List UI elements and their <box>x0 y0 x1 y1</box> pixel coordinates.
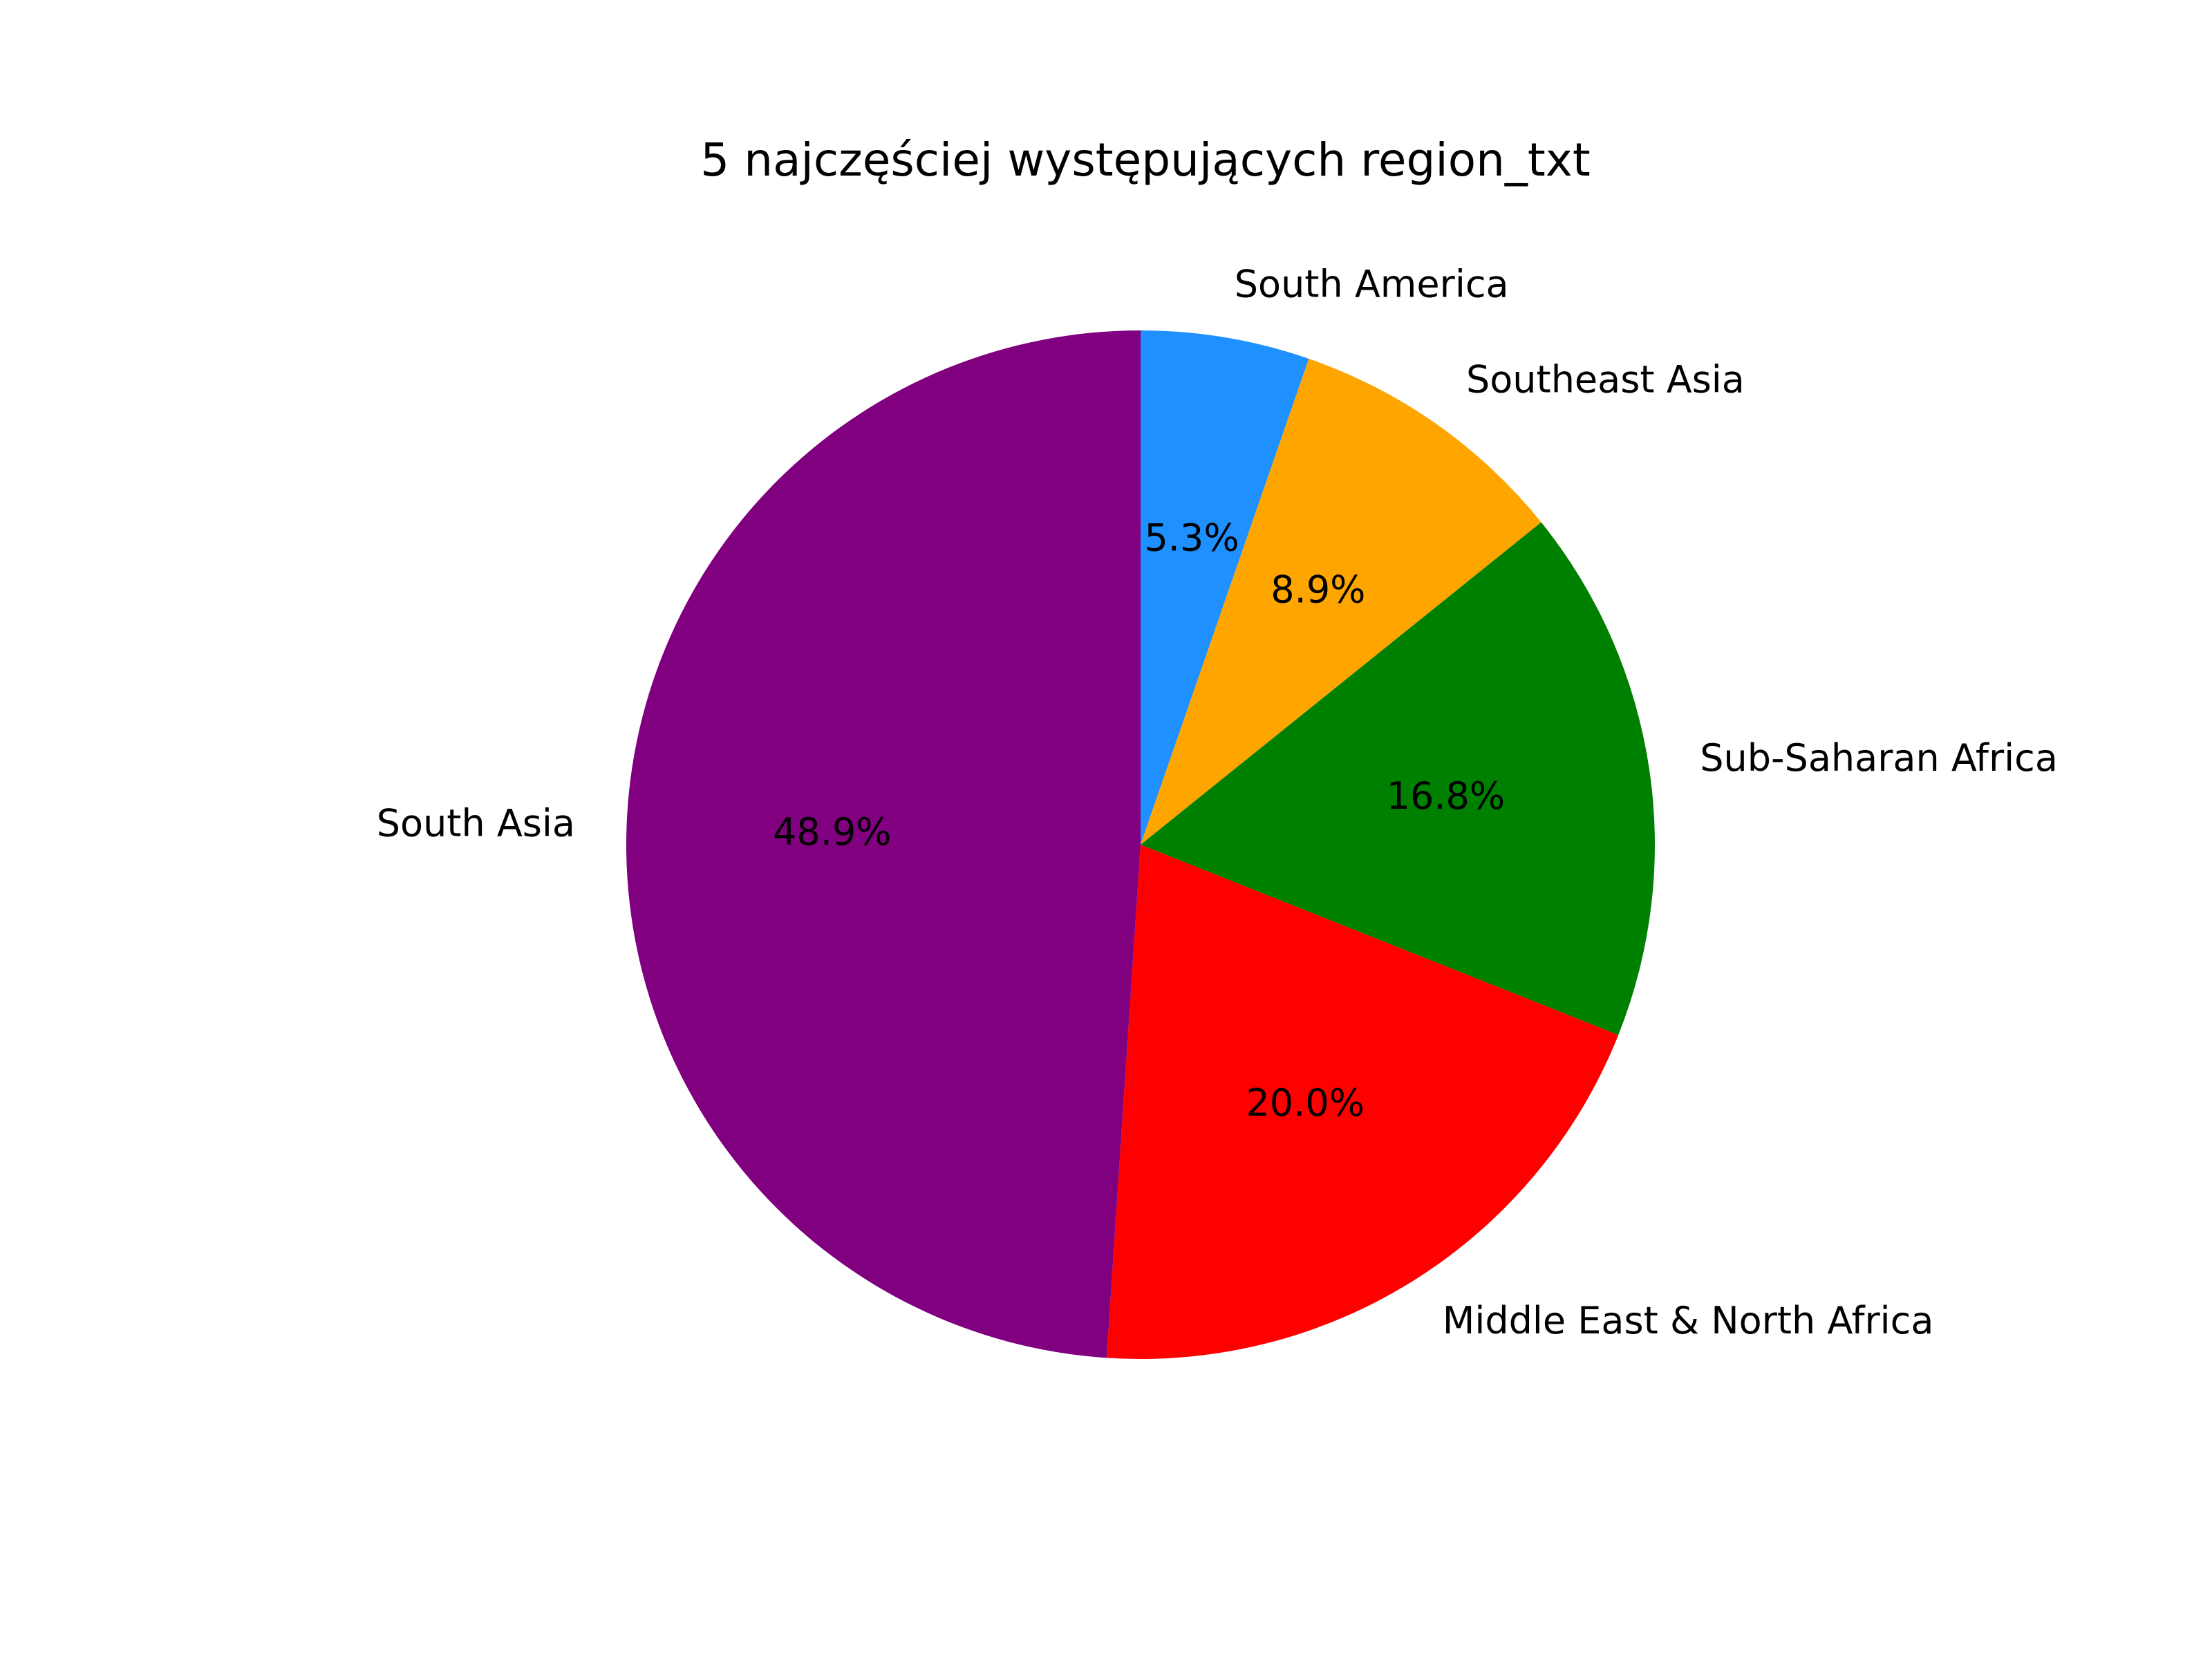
pie-slice-south-asia <box>626 330 1141 1358</box>
chart-title: 5 najczęściej występujących region_txt <box>700 133 1590 187</box>
slice-label-sub-saharan-africa: Sub-Saharan Africa <box>1700 736 2058 780</box>
pct-label-middle-east-and-north-africa: 20.0% <box>1246 1081 1365 1125</box>
pct-label-south-asia: 48.9% <box>773 810 892 854</box>
pie-slice-middle-east-and-north-africa <box>1106 845 1619 1359</box>
pct-label-south-america: 5.3% <box>1144 516 1239 559</box>
slice-label-south-asia: South Asia <box>377 802 575 845</box>
slice-label-middle-east-and-north-africa: Middle East & North Africa <box>1443 1299 1934 1342</box>
pie-labels: South America 5.3% Southeast Asia 8.9% Sub-S… <box>377 263 2058 1342</box>
pct-label-sub-saharan-africa: 16.8% <box>1387 774 1506 818</box>
slice-label-southeast-asia: Southeast Asia <box>1466 357 1745 401</box>
pie-slice-sub-saharan-africa <box>1141 522 1655 1035</box>
pie-slices <box>626 330 1655 1359</box>
pie-slice-south-america <box>1141 330 1309 845</box>
pct-label-southeast-asia: 8.9% <box>1271 568 1365 612</box>
pie-slice-southeast-asia <box>1141 358 1541 845</box>
slice-label-south-america: South America <box>1235 263 1509 306</box>
